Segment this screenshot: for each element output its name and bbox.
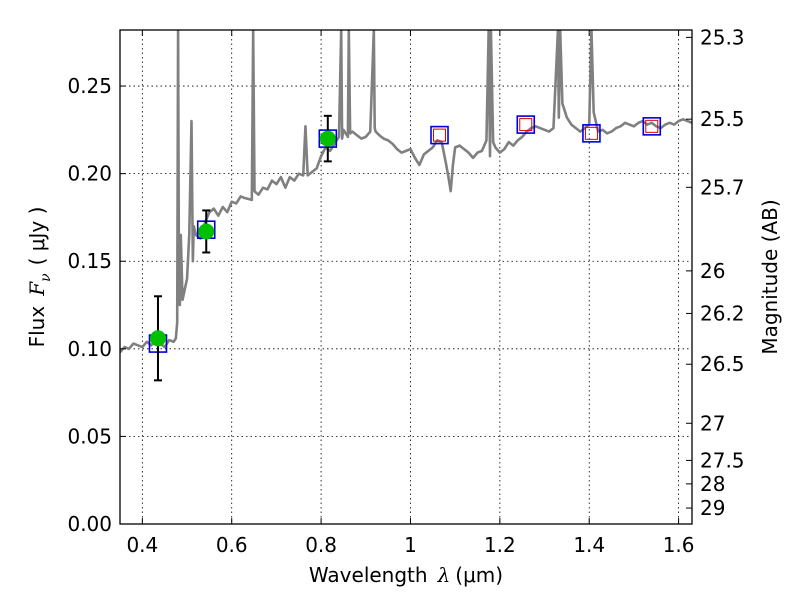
predicted-band-square bbox=[582, 124, 601, 143]
grid bbox=[120, 30, 692, 525]
y-tick-label: 0.20 bbox=[67, 162, 112, 186]
y-tick-label: 0.05 bbox=[67, 424, 112, 448]
x-tick-label: 0.6 bbox=[216, 533, 248, 557]
y-tick-label: 0.10 bbox=[67, 337, 112, 361]
observed-point bbox=[198, 223, 215, 240]
y-tick-label: 0.25 bbox=[67, 74, 112, 98]
y2-tick-label: 25.7 bbox=[700, 175, 745, 199]
x-axis-label: Wavelength λ (μm) bbox=[309, 563, 503, 587]
model-sed-line bbox=[120, 30, 692, 354]
y2-tick-label: 29 bbox=[700, 496, 725, 520]
predicted-band-inner-square bbox=[584, 126, 598, 140]
axis-ticks: 0.4 0.6 0.8 1 1.2 1.4 1.6 0.00 0.05 0.10 0.15 0.20 0… bbox=[67, 25, 744, 557]
x-tick-label: 0.8 bbox=[305, 533, 337, 557]
y-tick-label: 0.00 bbox=[67, 512, 112, 536]
predicted-band-inner-square bbox=[645, 119, 659, 133]
predicted-band-square bbox=[642, 117, 662, 136]
observed-point bbox=[319, 130, 336, 147]
y2-tick-label: 28 bbox=[700, 472, 725, 496]
y2-axis-label: Magnitude (AB) bbox=[758, 199, 782, 354]
predicted-band-square bbox=[516, 115, 536, 134]
predicted-band-inner-square bbox=[433, 128, 447, 142]
x-tick-label: 1.2 bbox=[484, 533, 516, 557]
y-tick-label: 0.15 bbox=[67, 249, 112, 273]
y-axis-label: FluxFν( μJy ) bbox=[25, 207, 54, 348]
photometry-layer bbox=[148, 114, 662, 382]
y2-tick-label: 26.5 bbox=[700, 352, 745, 376]
x-tick-label: 1.4 bbox=[573, 533, 605, 557]
y2-tick-label: 26.2 bbox=[700, 301, 745, 325]
predicted-band-square bbox=[430, 125, 449, 145]
y2-tick-label: 26 bbox=[700, 259, 725, 283]
y2-tick-label: 25.5 bbox=[700, 107, 745, 131]
x-tick-label: 1 bbox=[404, 533, 417, 557]
predicted-band-inner-square bbox=[519, 118, 533, 132]
x-tick-label: 1.6 bbox=[663, 533, 695, 557]
observed-point bbox=[149, 330, 166, 347]
model-sed-layer bbox=[120, 30, 692, 354]
plot-frame bbox=[119, 29, 693, 525]
y2-tick-label: 27 bbox=[700, 411, 725, 435]
x-tick-label: 0.4 bbox=[126, 533, 158, 557]
y2-tick-label: 27.5 bbox=[700, 448, 745, 472]
y2-tick-label: 25.3 bbox=[700, 25, 745, 49]
